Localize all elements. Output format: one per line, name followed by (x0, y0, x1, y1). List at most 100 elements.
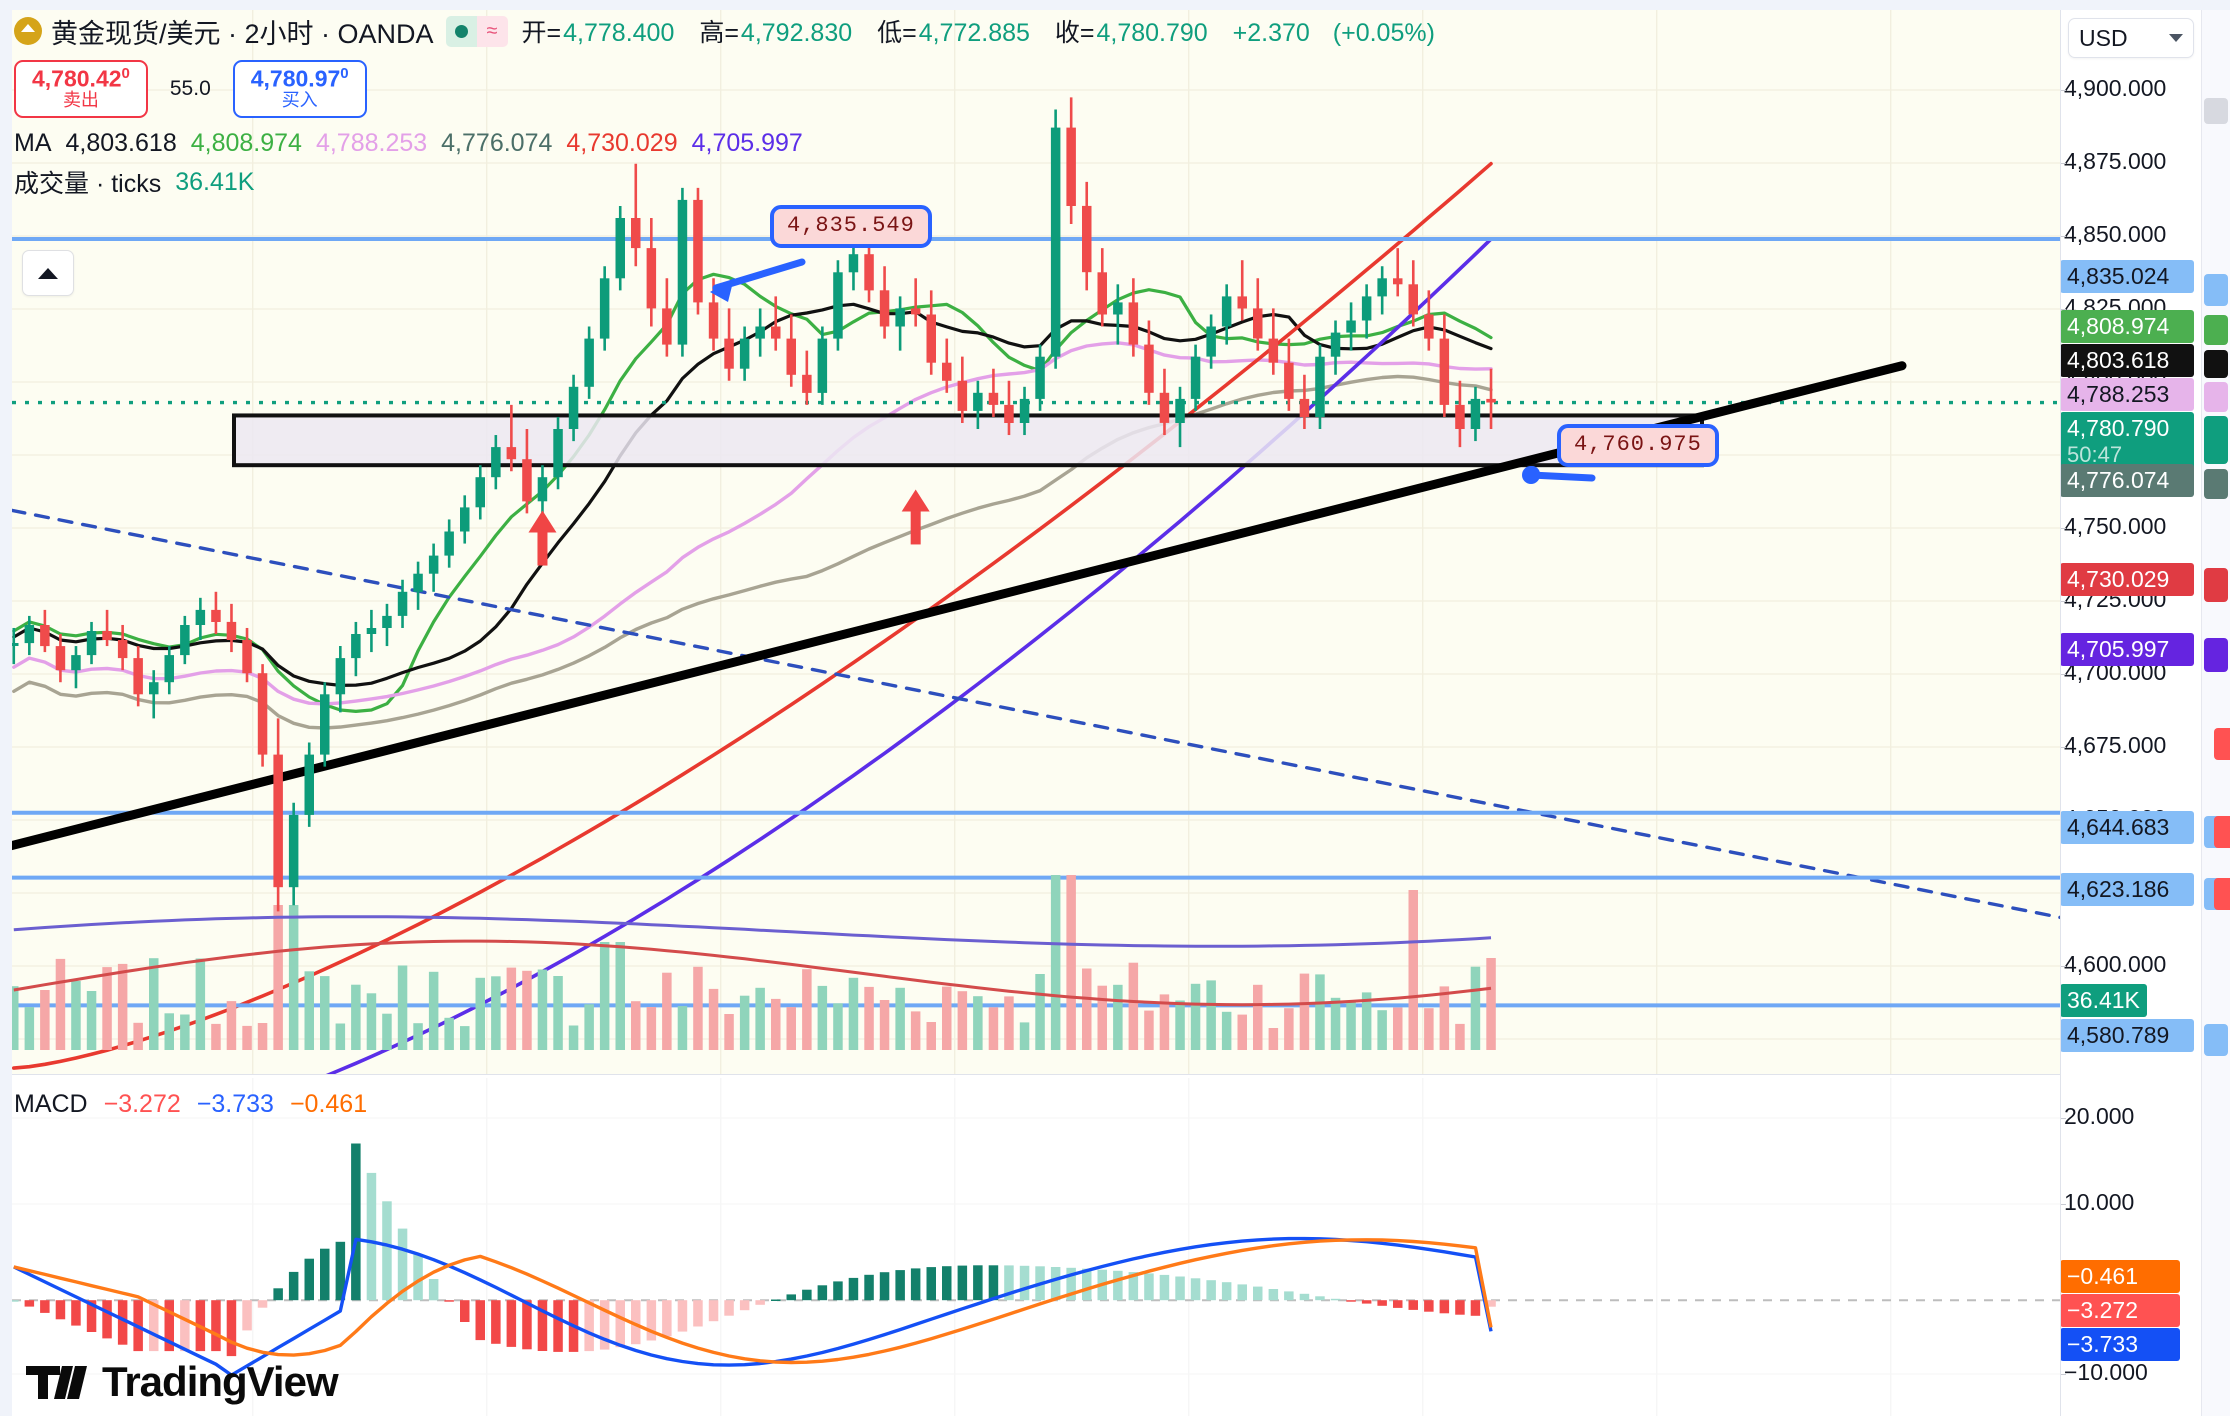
price-axis-chip[interactable]: 4,835.024 (2060, 260, 2194, 293)
macd-histogram-bar (1175, 1276, 1185, 1301)
macd-axis-chip[interactable]: −3.272 (2060, 1294, 2180, 1327)
macd-histogram-bar (1393, 1300, 1403, 1308)
volume-bar (1004, 996, 1014, 1050)
candle-body (724, 338, 734, 369)
rail-level-chip[interactable] (2204, 350, 2228, 378)
macd-axis-chip[interactable]: −3.733 (2060, 1328, 2180, 1361)
price-axis-chip[interactable]: 4,788.253 (2060, 378, 2194, 411)
price-axis-chip[interactable]: 4,776.074 (2060, 464, 2194, 497)
rail-level-chip[interactable] (2204, 469, 2228, 499)
volume-bar (273, 905, 283, 1050)
volume-bar (1330, 997, 1341, 1050)
volume-bar (646, 1007, 657, 1050)
gold-bars-icon (14, 17, 42, 45)
candle-body (1190, 356, 1201, 399)
price-axis-chip[interactable]: 4,580.789 (2060, 1019, 2194, 1052)
rail-level-chip[interactable] (2214, 816, 2230, 848)
macd-signal-line (13, 1238, 1493, 1365)
rectangle-zone (232, 413, 1704, 468)
price-axis-chip[interactable]: 4,623.186 (2060, 873, 2194, 906)
candle-body (117, 640, 128, 659)
macd-histogram-bar (584, 1300, 594, 1352)
macd-axis-chip[interactable]: −0.461 (2060, 1260, 2180, 1293)
volume-ma-red (13, 939, 1492, 1007)
currency-selector[interactable]: USD (2068, 18, 2194, 58)
buy-price-fraction: 0 (340, 64, 349, 82)
candle-body (848, 254, 859, 273)
macd-indicator-legend[interactable]: MACD −3.272 −3.733 −0.461 (14, 1090, 383, 1119)
volume-bar (631, 1001, 641, 1050)
volume-bar (366, 993, 377, 1050)
ma-label: MA (14, 128, 52, 157)
rail-level-chip[interactable] (2204, 274, 2228, 306)
price-callout[interactable]: 4,760.975 (1557, 424, 1719, 467)
rail-level-chip[interactable] (2204, 568, 2228, 602)
pane-divider[interactable] (12, 1074, 2060, 1075)
macd-histogram-bar (226, 1300, 237, 1357)
collapse-pane-button[interactable] (22, 250, 74, 296)
price-axis-chip[interactable]: 36.41K (2060, 984, 2147, 1017)
candle-body (973, 392, 983, 411)
candle-body (444, 531, 454, 556)
volume-bar (86, 991, 97, 1050)
rail-level-chip[interactable] (2204, 98, 2228, 124)
price-axis-chip[interactable]: 4,780.790 50:47 (2060, 412, 2194, 471)
rail-level-chip[interactable] (2204, 315, 2228, 345)
price-chart-pane[interactable] (12, 10, 2060, 1074)
rail-level-chip[interactable] (2204, 416, 2228, 464)
ma-indicator-legend[interactable]: MA 4,803.618 4,808.974 4,788.253 4,776.0… (14, 127, 1437, 159)
macd-histogram-bar (599, 1300, 610, 1350)
candle-body (273, 754, 283, 888)
macd-histogram-bar (926, 1267, 936, 1301)
chart-mode-pills[interactable]: ≈ (445, 15, 508, 47)
candle-body (1035, 356, 1045, 399)
price-axis-chip[interactable]: 4,705.997 (2060, 633, 2194, 666)
rail-level-chip[interactable] (2204, 382, 2228, 412)
rail-level-chip[interactable] (2204, 638, 2228, 672)
volume-bar (895, 987, 905, 1050)
candle-body (553, 429, 563, 478)
volume-indicator-legend[interactable]: 成交量 · ticks 36.41K (14, 166, 1437, 199)
price-axis-chip[interactable]: 4,730.029 (2060, 563, 2194, 596)
macd-pane[interactable] (12, 1078, 2060, 1416)
price-callout[interactable]: 4,835.549 (770, 205, 932, 248)
candle-body (646, 248, 657, 309)
price-axis-chip[interactable]: 4,803.618 (2060, 344, 2194, 377)
rail-level-chip[interactable] (2214, 878, 2230, 910)
volume-bar (1455, 1023, 1465, 1050)
rail-level-chip[interactable] (2214, 728, 2230, 760)
countdown-timer: 50:47 (2067, 442, 2123, 467)
right-rail[interactable] (2201, 10, 2230, 1416)
price-axis-chip[interactable]: 4,644.683 (2060, 811, 2194, 844)
macd-histogram-bar (1004, 1265, 1014, 1301)
bottom-bar (0, 1416, 2230, 1422)
macd-histogram-bar (149, 1300, 159, 1352)
macd-histogram-bar (708, 1300, 719, 1322)
volume-bar (475, 977, 485, 1050)
candles-mode-icon[interactable] (445, 15, 477, 47)
volume-bar (133, 1022, 143, 1050)
rail-level-chip[interactable] (2204, 1024, 2228, 1056)
volume-bar (1237, 1014, 1247, 1050)
price-axis-tickmark (2060, 528, 2066, 529)
price-axis-tick: 4,750.000 (2064, 513, 2167, 539)
volume-bar (693, 966, 703, 1050)
price-axis[interactable]: 4,900.0004,875.0004,850.0004,825.0004,80… (2060, 10, 2200, 1074)
sell-button[interactable]: 4,780.420 卖出 (14, 59, 148, 119)
candle-body (1377, 278, 1387, 297)
price-axis-chip[interactable]: 4,808.974 (2060, 310, 2194, 343)
indicator-mode-icon[interactable]: ≈ (476, 15, 508, 47)
candle-body (40, 625, 50, 647)
macd-histogram-bar (164, 1300, 174, 1352)
ma-value-3: 4,776.074 (441, 128, 553, 157)
candle-body (1237, 296, 1247, 309)
macd-axis[interactable]: 20.000 10.000 −10.000 −0.461 −3.272 −3.733 (2060, 1078, 2200, 1416)
ma-value-5: 4,705.997 (691, 128, 803, 157)
symbol-title[interactable]: 黄金现货/美元 · 2小时 · OANDA (51, 18, 434, 49)
ma-value-4: 4,730.029 (566, 128, 678, 157)
high-label: 高= (699, 19, 739, 47)
volume-bar (12, 986, 19, 1050)
buy-button[interactable]: 4,780.970 买入 (232, 59, 367, 119)
macd-histogram-bar (55, 1300, 66, 1320)
candle-body (615, 218, 625, 279)
